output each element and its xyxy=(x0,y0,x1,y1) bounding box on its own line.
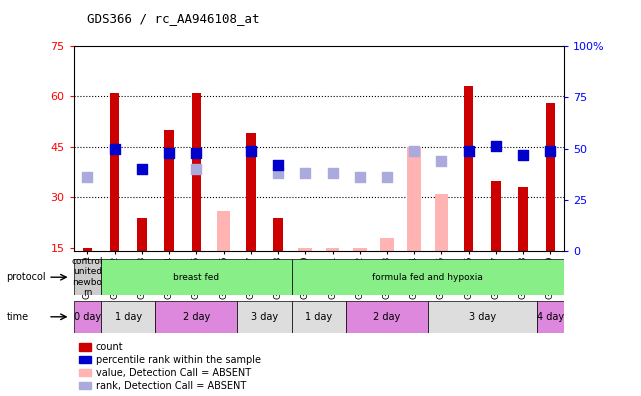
Bar xyxy=(346,301,428,333)
Text: control
united
newbo
rn: control united newbo rn xyxy=(72,257,103,297)
Bar xyxy=(110,93,119,251)
Point xyxy=(437,158,447,164)
Bar xyxy=(155,301,237,333)
Bar xyxy=(74,259,101,295)
Text: 2 day: 2 day xyxy=(183,312,210,322)
Text: rank, Detection Call = ABSENT: rank, Detection Call = ABSENT xyxy=(96,381,246,390)
Point xyxy=(491,143,501,150)
Bar xyxy=(79,382,91,389)
Point xyxy=(191,149,201,156)
Bar xyxy=(246,133,256,251)
Text: 2 day: 2 day xyxy=(373,312,401,322)
Point xyxy=(191,166,201,172)
Text: 1 day: 1 day xyxy=(305,312,333,322)
Text: 4 day: 4 day xyxy=(537,312,564,322)
Point xyxy=(246,147,256,154)
Text: 0 day: 0 day xyxy=(74,312,101,322)
Bar xyxy=(428,301,537,333)
Text: percentile rank within the sample: percentile rank within the sample xyxy=(96,355,261,365)
Point xyxy=(409,147,419,154)
Bar xyxy=(79,343,91,350)
Bar xyxy=(101,301,155,333)
Bar xyxy=(217,211,230,251)
Bar xyxy=(83,248,92,251)
Bar xyxy=(237,301,292,333)
Text: time: time xyxy=(6,312,29,322)
Text: value, Detection Call = ABSENT: value, Detection Call = ABSENT xyxy=(96,368,251,378)
Point xyxy=(82,174,92,181)
Bar xyxy=(192,93,201,251)
Point xyxy=(354,174,365,181)
Bar xyxy=(537,301,564,333)
Bar xyxy=(137,218,147,251)
Text: GDS366 / rc_AA946108_at: GDS366 / rc_AA946108_at xyxy=(87,12,259,25)
Point xyxy=(164,149,174,156)
Bar xyxy=(101,259,292,295)
Bar xyxy=(79,369,91,376)
Bar xyxy=(519,187,528,251)
Text: 3 day: 3 day xyxy=(469,312,496,322)
Text: breast fed: breast fed xyxy=(173,273,219,282)
Bar xyxy=(491,181,501,251)
Bar xyxy=(164,130,174,251)
Bar xyxy=(353,248,367,251)
Point xyxy=(137,166,147,172)
Text: 1 day: 1 day xyxy=(115,312,142,322)
Bar xyxy=(79,356,91,364)
Point xyxy=(463,147,474,154)
Bar xyxy=(273,218,283,251)
Bar xyxy=(74,301,101,333)
Bar xyxy=(292,259,564,295)
Point xyxy=(273,170,283,176)
Text: formula fed and hypoxia: formula fed and hypoxia xyxy=(372,273,483,282)
Point xyxy=(328,170,338,176)
Point xyxy=(545,147,556,154)
Text: count: count xyxy=(96,342,124,352)
Bar xyxy=(292,301,346,333)
Text: 3 day: 3 day xyxy=(251,312,278,322)
Point xyxy=(110,145,120,152)
Bar xyxy=(380,238,394,251)
Bar xyxy=(408,147,421,251)
Bar xyxy=(299,248,312,251)
Point xyxy=(300,170,310,176)
Point xyxy=(382,174,392,181)
Point xyxy=(273,162,283,168)
Text: protocol: protocol xyxy=(6,272,46,282)
Point xyxy=(518,152,528,158)
Bar xyxy=(545,103,555,251)
Bar xyxy=(326,248,339,251)
Bar xyxy=(464,86,474,251)
Bar xyxy=(435,194,448,251)
